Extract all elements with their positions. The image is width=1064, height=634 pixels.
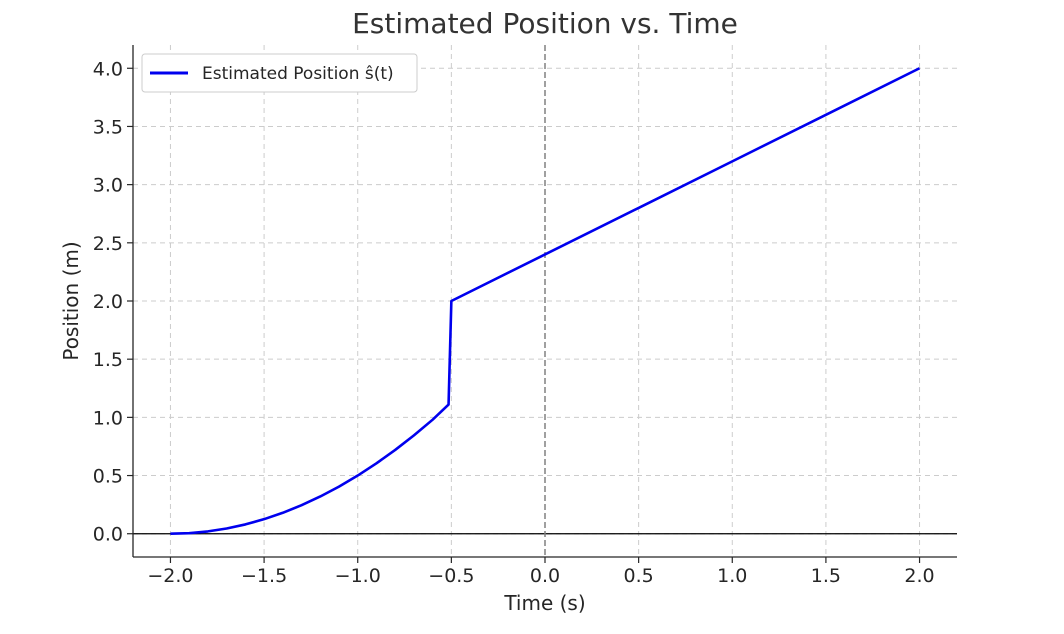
chart-title: Estimated Position vs. Time: [352, 7, 738, 40]
x-axis-label: Time (s): [503, 591, 585, 615]
x-ticks: −2.0 −1.5 −1.0 −0.5 0.0 0.5 1.0 1.5 2.0: [147, 557, 935, 587]
x-tick-label-3: −0.5: [428, 565, 474, 587]
x-tick-label-8: 2.0: [904, 565, 934, 587]
x-tick-label-0: −2.0: [147, 565, 193, 587]
y-tick-label-1: 0.5: [93, 466, 123, 488]
y-axis-label: Position (m): [59, 241, 83, 360]
y-tick-label-2: 1.0: [93, 407, 123, 429]
y-tick-label-3: 1.5: [93, 349, 123, 371]
legend: Estimated Position ŝ(t): [141, 53, 418, 93]
y-ticks: 0.0 0.5 1.0 1.5 2.0 2.5 3.0 3.5 4.0: [93, 58, 133, 546]
x-tick-label-6: 1.0: [717, 565, 747, 587]
x-tick-label-5: 0.5: [624, 565, 654, 587]
x-tick-label-7: 1.5: [811, 565, 841, 587]
x-tick-label-1: −1.5: [241, 565, 287, 587]
y-tick-label-7: 3.5: [93, 116, 123, 138]
y-tick-label-6: 3.0: [93, 175, 123, 197]
y-tick-label-5: 2.5: [93, 233, 123, 255]
x-tick-label-4: 0.0: [530, 565, 560, 587]
grid: [133, 45, 957, 557]
legend-box: [141, 53, 418, 93]
y-tick-label-0: 0.0: [93, 524, 123, 546]
series-line-0: [170, 67, 921, 536]
y-tick-label-8: 4.0: [93, 58, 123, 80]
y-tick-label-4: 2.0: [93, 291, 123, 313]
x-tick-label-2: −1.0: [335, 565, 381, 587]
reference-lines: [133, 45, 957, 557]
legend-label: Estimated Position ŝ(t): [202, 64, 394, 84]
series-layer: [170, 67, 921, 536]
